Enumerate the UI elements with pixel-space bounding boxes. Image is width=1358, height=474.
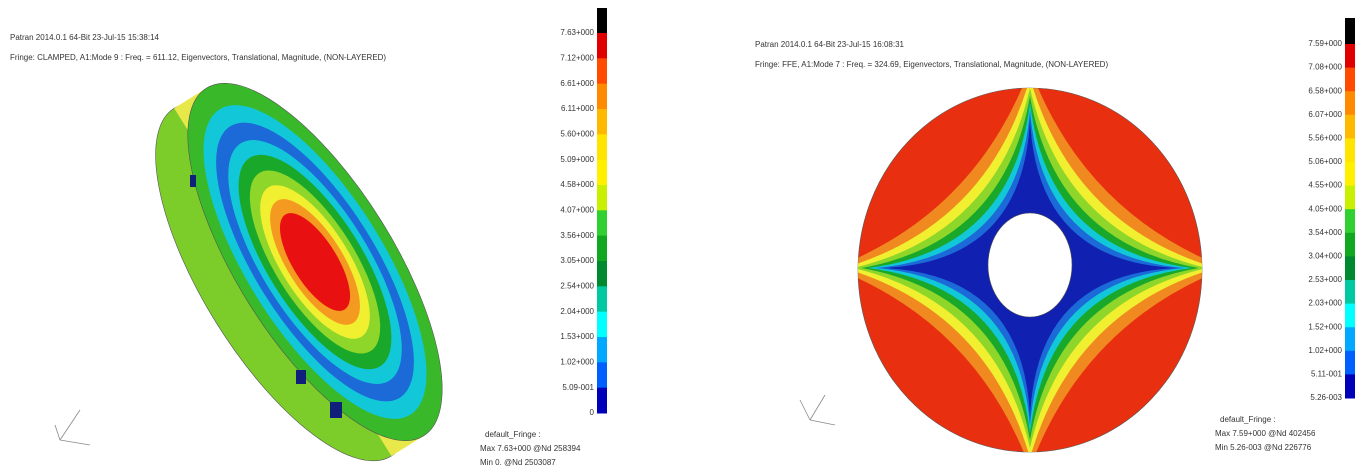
legend-label: 4.58+000 [560, 180, 594, 189]
colorbar-segment [1345, 374, 1355, 398]
footer-line: default_Fringe : [485, 430, 541, 439]
colorbar-segment [1345, 280, 1355, 304]
footer-line: Max 7.59+000 @Nd 402456 [1215, 429, 1316, 438]
legend-label: 1.02+000 [560, 357, 594, 366]
legend-label: 4.05+000 [1308, 204, 1342, 213]
colorbar-segment [597, 261, 607, 287]
legend-label: 5.60+000 [560, 129, 594, 138]
colorbar-segment [597, 58, 607, 84]
screenshot: Patran 2014.0.1 64-Bit 23-Jul-15 15:38:1… [0, 0, 1358, 474]
colorbar-segment [1345, 186, 1355, 210]
header-line: Patran 2014.0.1 64-Bit 23-Jul-15 15:38:1… [10, 33, 160, 42]
legend-label: 5.26-003 [1310, 393, 1342, 402]
header-line: Fringe: CLAMPED, A1:Mode 9 : Freq. = 611… [10, 53, 386, 62]
legend-label: 7.59+000 [1308, 39, 1342, 48]
legend-label: 2.53+000 [1308, 275, 1342, 284]
header-line: Fringe: FFE, A1:Mode 7 : Freq. = 324.69,… [755, 60, 1108, 69]
footer-line: Min 0. @Nd 2503087 [480, 458, 556, 467]
legend-label: 6.07+000 [1308, 110, 1342, 119]
clamp [190, 175, 196, 187]
legend-label: 5.06+000 [1308, 157, 1342, 166]
legend-label: 1.52+000 [1308, 322, 1342, 331]
colorbar-segment [1345, 304, 1355, 328]
colorbar-segment [597, 337, 607, 363]
colorbar-segment [1345, 18, 1355, 44]
legend-label: 6.58+000 [1308, 86, 1342, 95]
colorbar-segment [597, 210, 607, 236]
legend-label: 6.61+000 [560, 79, 594, 88]
legend-label: 0 [590, 408, 595, 417]
legend-label: 7.08+000 [1308, 63, 1342, 72]
legend-label: 5.09-001 [562, 383, 594, 392]
colorbar-segment [1345, 256, 1355, 280]
colorbar-segment [1345, 351, 1355, 375]
colorbar-segment [1345, 68, 1355, 92]
legend-label: 6.11+000 [561, 104, 595, 113]
legend-label: 7.63+000 [560, 28, 594, 37]
colorbar-segment [597, 134, 607, 160]
header-line: Patran 2014.0.1 64-Bit 23-Jul-15 16:08:3… [755, 40, 905, 49]
colorbar-segment [597, 185, 607, 211]
colorbar-segment [597, 109, 607, 135]
colorbar-segment [1345, 233, 1355, 257]
colorbar-segment [597, 8, 607, 33]
legend-label: 1.53+000 [560, 332, 594, 341]
footer-line: Min 5.26-003 @Nd 226776 [1215, 443, 1312, 452]
colorbar-segment [1345, 327, 1355, 351]
legend-label: 3.04+000 [1308, 252, 1342, 261]
legend-label: 3.56+000 [560, 231, 594, 240]
colorbar-segment [597, 84, 607, 110]
legend-label: 7.12+000 [560, 53, 594, 62]
colorbar-segment [1345, 209, 1355, 233]
colorbar-segment [597, 312, 607, 338]
legend-label: 2.54+000 [560, 281, 594, 290]
colorbar-segment [1345, 44, 1355, 68]
footer-line: Max 7.63+000 @Nd 258394 [480, 444, 581, 453]
legend-label: 3.05+000 [560, 256, 594, 265]
colorbar-segment [597, 236, 607, 262]
colorbar-segment [1345, 91, 1355, 115]
legend-label: 5.09+000 [560, 155, 594, 164]
colorbar-segment [1345, 162, 1355, 186]
legend-label: 3.54+000 [1308, 228, 1342, 237]
legend-label: 5.11-001 [1311, 370, 1343, 379]
legend-label: 2.04+000 [560, 307, 594, 316]
colorbar-segment [597, 160, 607, 186]
colorbar-segment [597, 286, 607, 312]
legend-label: 4.55+000 [1308, 181, 1342, 190]
legend-label: 5.56+000 [1308, 134, 1342, 143]
colorbar-segment [1345, 115, 1355, 139]
colorbar-segment [597, 388, 607, 414]
colorbar-segment [1345, 138, 1355, 162]
legend-label: 1.02+000 [1308, 346, 1342, 355]
clamp [330, 402, 342, 418]
colorbar-segment [597, 362, 607, 388]
legend-label: 4.07+000 [560, 205, 594, 214]
footer-line: default_Fringe : [1220, 415, 1276, 424]
clamp [296, 370, 306, 384]
colorbar-segment [597, 33, 607, 59]
legend-label: 2.03+000 [1308, 299, 1342, 308]
